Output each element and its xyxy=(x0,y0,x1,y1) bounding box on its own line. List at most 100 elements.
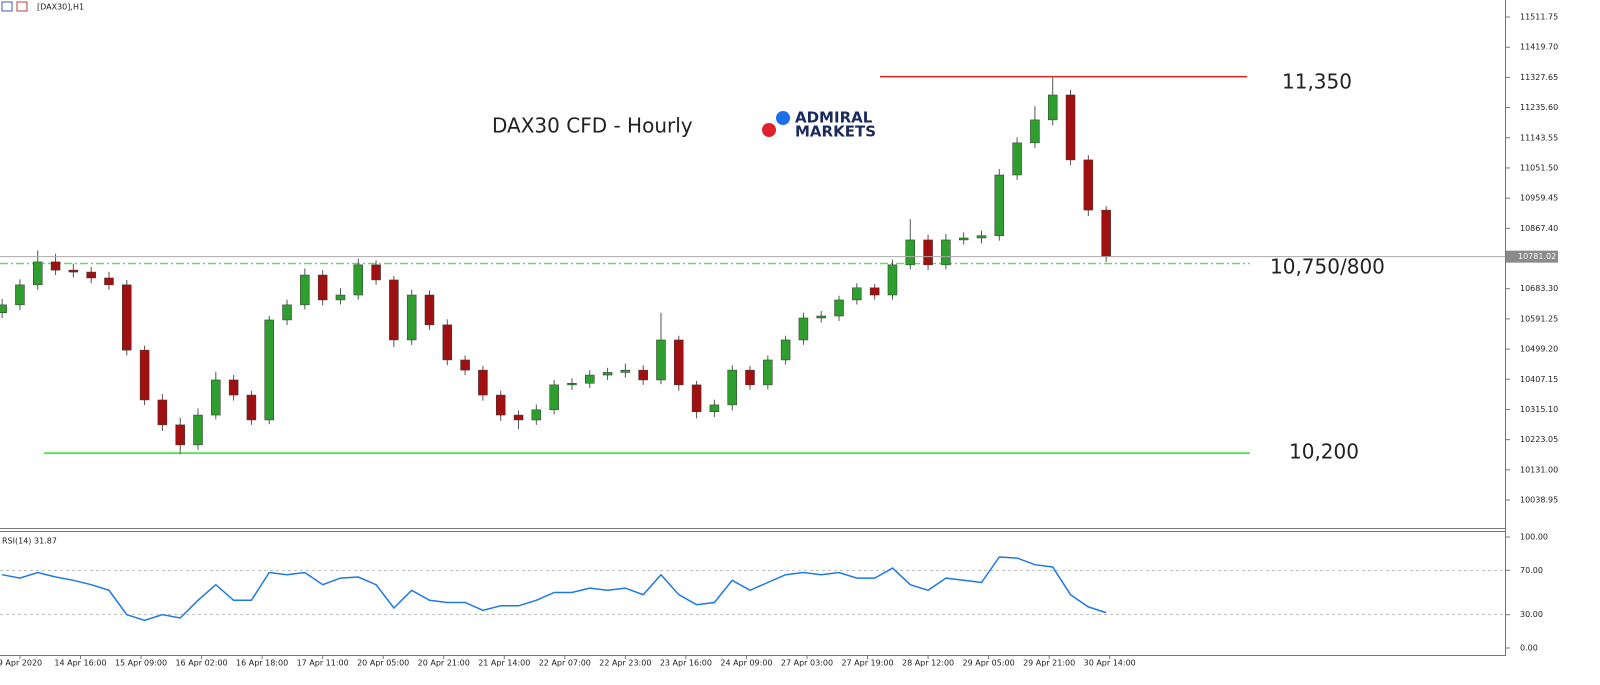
x-tick-label: 21 Apr 14:00 xyxy=(478,659,530,668)
rsi-name: RSI(14) xyxy=(2,537,31,546)
y-tick-label: 11327.65 xyxy=(1520,73,1558,82)
y-tick-label: 11419.70 xyxy=(1520,43,1558,52)
candle-body xyxy=(745,369,755,386)
candle-body xyxy=(442,324,453,361)
x-tick-label: 14 Apr 16:00 xyxy=(54,659,106,668)
logo-dot xyxy=(762,123,776,137)
candle-body xyxy=(549,384,559,411)
candle-body xyxy=(584,374,595,384)
candle-body xyxy=(905,239,916,266)
y-tick-label: 0.00 xyxy=(1520,644,1538,653)
candle-body xyxy=(246,394,257,421)
x-tick-label: 27 Apr 03:00 xyxy=(781,659,833,668)
candle-body xyxy=(282,304,292,321)
candle-body xyxy=(1030,119,1040,144)
x-tick-label: 9 Apr 2020 xyxy=(0,659,42,668)
candle-body xyxy=(32,261,43,286)
candle-body xyxy=(674,339,684,386)
candle-body xyxy=(495,394,506,416)
candle-body xyxy=(1047,94,1058,121)
x-tick-label: 20 Apr 21:00 xyxy=(418,659,470,668)
x-tick-label: 29 Apr 21:00 xyxy=(1023,659,1075,668)
x-tick-label: 16 Apr 02:00 xyxy=(175,659,227,668)
chart-title: DAX30 CFD - Hourly xyxy=(492,114,693,138)
y-tick-label: 10407.15 xyxy=(1520,375,1558,384)
x-tick-label: 24 Apr 09:00 xyxy=(720,659,772,668)
x-tick-label: 15 Apr 09:00 xyxy=(115,659,167,668)
candle-body xyxy=(460,359,470,371)
y-tick-label: 10038.95 xyxy=(1520,496,1558,505)
candle-body xyxy=(389,279,399,341)
y-tick-label: 11143.55 xyxy=(1520,133,1558,142)
candle-body xyxy=(620,369,631,373)
y-tick-label: 10591.25 xyxy=(1520,314,1558,323)
level-annotation: 10,750/800 xyxy=(1270,255,1385,279)
candle-body xyxy=(211,379,221,416)
candle-body xyxy=(371,264,381,281)
y-tick-label: 10683.30 xyxy=(1520,284,1558,293)
level-annotation: 10,200 xyxy=(1289,440,1359,464)
candle-body xyxy=(264,319,274,421)
candle-body xyxy=(0,304,7,313)
symbol-label: [DAX30],H1 xyxy=(37,3,84,12)
x-tick-label: 22 Apr 07:00 xyxy=(539,659,591,668)
candle-body xyxy=(15,284,25,306)
candle-body xyxy=(798,317,809,341)
x-tick-label: 20 Apr 05:00 xyxy=(357,659,409,668)
candle-body xyxy=(478,369,488,396)
candle-body xyxy=(1101,209,1111,257)
price-tag xyxy=(1506,250,1558,263)
y-tick-label: 10131.00 xyxy=(1520,465,1558,474)
indicator-icon xyxy=(16,1,28,12)
candle-body xyxy=(300,274,310,306)
candle-body xyxy=(424,294,435,326)
x-tick-label: 22 Apr 23:00 xyxy=(599,659,651,668)
y-tick-label: 70.00 xyxy=(1520,566,1543,575)
candle-body xyxy=(941,239,951,266)
candle-body xyxy=(139,349,150,401)
x-tick-label: 17 Apr 11:00 xyxy=(297,659,349,668)
logo-text: ADMIRAL xyxy=(795,109,873,127)
y-tick-label: 10867.40 xyxy=(1520,224,1558,233)
x-tick-label: 29 Apr 05:00 xyxy=(963,659,1015,668)
candle-body xyxy=(852,287,862,301)
candle-body xyxy=(994,174,1005,236)
candle-body xyxy=(869,287,880,296)
candle-body xyxy=(816,315,826,319)
candle-body xyxy=(763,359,773,386)
candle-body xyxy=(638,369,648,381)
y-tick-label: 11511.75 xyxy=(1520,13,1558,22)
candle-body xyxy=(1065,94,1076,161)
x-tick-label: 28 Apr 12:00 xyxy=(902,659,954,668)
x-tick-label: 23 Apr 16:00 xyxy=(660,659,712,668)
y-tick-label: 11051.50 xyxy=(1520,163,1558,172)
candle-body xyxy=(1012,142,1022,176)
candle-body xyxy=(335,294,346,301)
candle-body xyxy=(834,299,844,317)
logo-text: MARKETS xyxy=(795,123,876,141)
candle-body xyxy=(602,372,613,376)
level-annotation: 11,350 xyxy=(1282,70,1352,94)
candle-body xyxy=(709,404,720,413)
candle-body xyxy=(353,264,364,296)
candle-body xyxy=(68,269,79,273)
candle-body xyxy=(86,271,96,279)
logo-dot xyxy=(776,111,790,125)
candle-body xyxy=(406,294,417,341)
candle-body xyxy=(1083,159,1094,211)
candle-body xyxy=(887,264,898,296)
candle-body xyxy=(567,382,577,386)
y-tick-label: 30.00 xyxy=(1520,610,1543,619)
y-tick-label: 10315.10 xyxy=(1520,405,1558,414)
candle-body xyxy=(175,424,185,446)
candle-body xyxy=(958,237,969,241)
candle-body xyxy=(727,369,737,406)
x-tick-label: 30 Apr 14:00 xyxy=(1084,659,1136,668)
x-tick-label: 16 Apr 18:00 xyxy=(236,659,288,668)
price-tag-label: 10781.02 xyxy=(1518,252,1556,261)
candle-body xyxy=(513,414,524,421)
candle-body xyxy=(531,409,542,421)
rsi-value: 31.87 xyxy=(34,537,57,546)
y-tick-label: 10959.45 xyxy=(1520,194,1558,203)
